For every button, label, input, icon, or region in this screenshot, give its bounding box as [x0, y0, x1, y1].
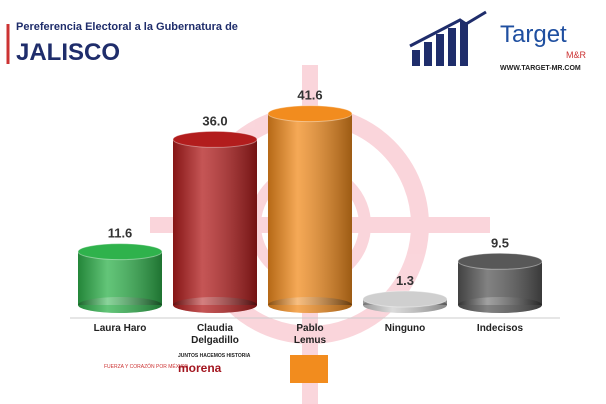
chart-subtitle: JALISCO — [16, 39, 120, 66]
value-label: 11.6 — [108, 226, 133, 241]
bar-bottom-shade — [173, 297, 257, 313]
x-tick-label: Claudia Delgadillo — [191, 323, 239, 346]
x-tick-label: Indecisos — [476, 323, 524, 334]
bar-bottom-shade — [458, 297, 542, 313]
logo-icon — [409, 10, 487, 66]
x-tick-label: Laura Haro — [93, 323, 147, 334]
x-tick-label: Pablo Lemus — [293, 323, 327, 346]
bar-top — [457, 252, 543, 270]
value-label: 41.6 — [297, 88, 322, 103]
value-label: 36.0 — [202, 113, 227, 128]
party-logo-text: JUNTOS HACEMOS HISTORIA — [178, 353, 251, 359]
bar-shade — [173, 139, 257, 305]
bar-shade — [268, 113, 352, 305]
chart-title: Pereferencia Electoral a la Gubernatura … — [16, 21, 238, 33]
bar-top — [362, 290, 448, 308]
bar-top — [267, 105, 353, 123]
bar-bottom-shade — [268, 297, 352, 313]
logo-url: WWW.TARGET-MR.COM — [500, 65, 581, 72]
party-logo-text: morena — [178, 361, 222, 375]
party-logo-text: FUERZA Y CORAZÓN POR MÉXICO — [104, 363, 188, 370]
bar-shade — [78, 251, 162, 305]
bar-top — [77, 243, 163, 261]
bar-bottom-shade — [78, 297, 162, 313]
party-logo — [290, 355, 328, 383]
logo-sub: M&R — [566, 50, 587, 60]
value-label: 1.3 — [396, 273, 414, 288]
value-label: 9.5 — [491, 235, 509, 250]
x-tick-label: Ninguno — [384, 323, 426, 334]
bar-top — [172, 130, 258, 148]
logo-brand: Target — [500, 21, 567, 48]
